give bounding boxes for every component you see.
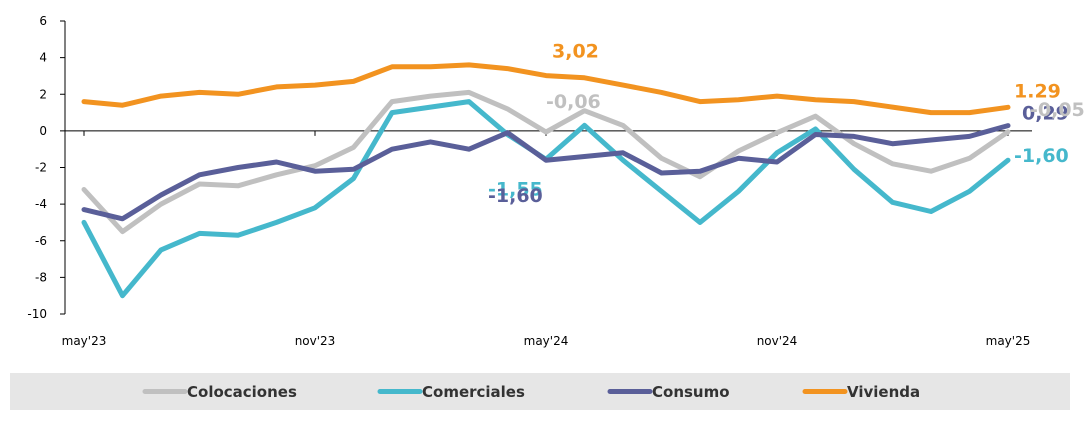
legend-label-colocaciones: Colocaciones — [187, 383, 297, 401]
x-tick-label: nov'24 — [757, 334, 798, 348]
series-layer — [81, 62, 1011, 299]
data-label-colocaciones: -0,06 — [546, 91, 601, 113]
data-label-comerciales: -1,60 — [1014, 145, 1069, 167]
y-tick-label: -8 — [35, 270, 47, 284]
chart-axes: 6 4 2 0 -2 -4 -6 -8 -10 may'23 nov'23 may'24 nov'24 m… — [27, 14, 1032, 348]
x-tick-label: may'25 — [986, 334, 1031, 348]
data-label-consumo: -1,60 — [488, 185, 543, 207]
data-label-consumo: 0,29 — [1022, 103, 1069, 125]
y-tick-label: 2 — [39, 87, 47, 101]
legend: Colocaciones Comerciales Consumo Vivienda — [10, 373, 1070, 410]
x-tick-label: may'24 — [524, 334, 569, 348]
data-label-colocaciones: -0,05 — [1030, 99, 1085, 121]
y-tick-label: 4 — [39, 51, 47, 65]
y-tick-label: 6 — [39, 14, 47, 28]
data-label-vivienda: 1.29 — [1014, 80, 1061, 102]
y-tick-label: -4 — [35, 197, 47, 211]
x-tick-label: nov'23 — [295, 334, 336, 348]
series-line-colocaciones — [81, 89, 1011, 235]
data-label-comerciales: -1,55 — [488, 178, 543, 200]
legend-label-consumo: Consumo — [652, 383, 730, 401]
legend-label-vivienda: Vivienda — [847, 383, 920, 401]
y-tick-label: -6 — [35, 234, 47, 248]
x-tick-label: may'23 — [62, 334, 107, 348]
series-line-consumo — [81, 123, 1011, 222]
y-tick-label: 0 — [39, 124, 47, 138]
series-line-vivienda — [81, 62, 1011, 116]
legend-label-comerciales: Comerciales — [422, 383, 525, 401]
y-tick-label: -10 — [27, 307, 47, 321]
data-label-vivienda: 3,02 — [552, 41, 599, 63]
y-tick-label: -2 — [35, 161, 47, 175]
annotation-layer: 3,02-0,06-1,55-1,601.290,29-0,05-1,60 — [488, 41, 1085, 208]
